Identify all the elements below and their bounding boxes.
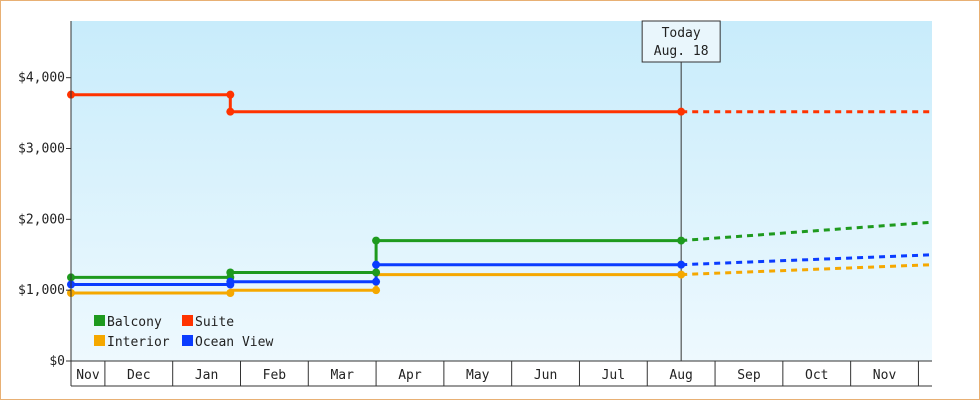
legend-swatch-suite — [182, 315, 193, 326]
x-tick-label: Jan — [195, 368, 218, 383]
legend-swatch-ocean-view — [182, 335, 193, 346]
data-point-interior-2 — [372, 286, 381, 295]
data-point-balcony-5 — [677, 236, 686, 245]
legend-swatch-balcony — [94, 315, 105, 326]
legend-label-ocean-view: Ocean View — [195, 335, 273, 350]
series-forecast-ocean-view — [681, 253, 933, 267]
legend-label-interior: Interior — [107, 335, 170, 350]
today-marker-date: Aug. 18 — [654, 44, 709, 59]
y-tick-label: $1,000 — [18, 283, 65, 298]
legend-label-balcony: Balcony — [107, 315, 162, 330]
x-tick-label: Mar — [330, 368, 354, 383]
data-point-ocean-view-5 — [677, 260, 686, 269]
data-point-ocean-view-2 — [226, 277, 235, 286]
data-point-suite-1 — [226, 90, 235, 99]
x-tick-label: Nov — [76, 368, 100, 383]
series-line-balcony — [71, 239, 682, 279]
x-tick-label: Jul — [602, 368, 625, 383]
series-forecast-balcony — [681, 220, 933, 243]
series-line-interior — [71, 273, 682, 295]
legend-label-suite: Suite — [195, 315, 234, 330]
data-point-interior-3 — [677, 270, 686, 279]
y-tick-label: $0 — [49, 354, 65, 369]
y-tick-label: $4,000 — [18, 71, 65, 86]
data-point-balcony-3 — [372, 268, 381, 277]
data-point-balcony-4 — [372, 236, 381, 245]
x-tick-label: Feb — [263, 368, 287, 383]
data-point-ocean-view-3 — [372, 277, 381, 286]
x-tick-label: Sep — [737, 368, 761, 383]
x-tick-label: May — [466, 368, 490, 383]
y-tick-label: $3,000 — [18, 142, 65, 157]
data-point-suite-2 — [226, 107, 235, 116]
x-tick-label: Aug — [669, 368, 692, 383]
x-tick-label: Nov — [873, 368, 897, 383]
series-line-suite — [71, 93, 682, 114]
x-tick-label: Oct — [805, 368, 828, 383]
x-tick-label: Dec — [127, 368, 150, 383]
series-forecast-interior — [681, 263, 933, 277]
x-tick-label: Jun — [534, 368, 557, 383]
y-tick-label: $2,000 — [18, 212, 65, 227]
data-point-balcony-2 — [226, 268, 235, 277]
plot-area — [71, 21, 932, 361]
data-point-suite-3 — [677, 107, 686, 116]
x-tick-label: Apr — [398, 368, 422, 383]
legend-swatch-interior — [94, 335, 105, 346]
series-line-ocean-view — [71, 263, 682, 286]
today-marker-box — [641, 20, 721, 63]
data-point-ocean-view-4 — [372, 260, 381, 269]
data-point-interior-1 — [226, 289, 235, 297]
today-marker-label: Today — [662, 26, 701, 41]
